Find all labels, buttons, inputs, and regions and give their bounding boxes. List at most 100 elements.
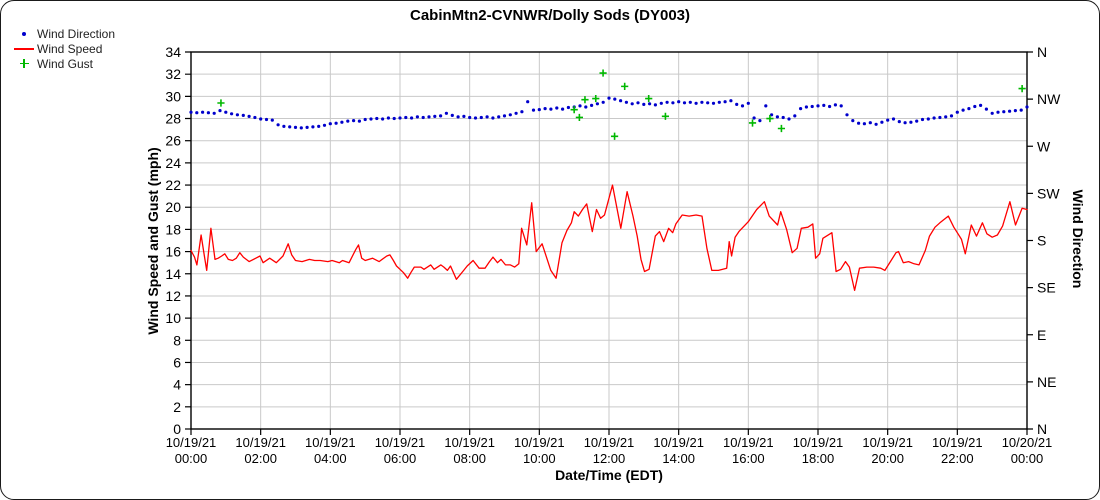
wind-direction-point bbox=[613, 97, 617, 101]
x-tick-time-label: 16:00 bbox=[732, 451, 765, 466]
wind-direction-point bbox=[293, 125, 298, 129]
wind-direction-point bbox=[357, 119, 361, 123]
wind-direction-point bbox=[520, 110, 524, 114]
wind-direction-point bbox=[694, 101, 698, 105]
wind-direction-point bbox=[973, 104, 977, 109]
wind-direction-point bbox=[903, 121, 907, 125]
wind-direction-point bbox=[984, 107, 989, 111]
wind-direction-point bbox=[862, 122, 867, 126]
wind-direction-point bbox=[868, 121, 872, 125]
wind-direction-point bbox=[206, 111, 210, 115]
y-tick-label: 6 bbox=[173, 354, 181, 370]
wind-direction-point bbox=[682, 101, 687, 105]
wind-direction-point bbox=[729, 99, 733, 103]
wind-direction-point bbox=[259, 117, 263, 121]
wind-gust-marker bbox=[1018, 84, 1026, 93]
wind-direction-point bbox=[648, 102, 652, 106]
wind-direction-point bbox=[549, 107, 553, 111]
wind-direction-point bbox=[619, 99, 623, 103]
x-tick-time-label: 22:00 bbox=[941, 451, 974, 466]
wind-direction-point bbox=[688, 100, 692, 104]
wind-direction-point bbox=[961, 108, 965, 112]
wind-direction-point bbox=[410, 116, 414, 120]
x-tick-date-label: 10/20/21 bbox=[1002, 435, 1053, 450]
wind-direction-point bbox=[897, 120, 901, 124]
wind-direction-point bbox=[642, 102, 646, 106]
wind-direction-point bbox=[932, 116, 936, 120]
wind-direction-point bbox=[1008, 109, 1012, 113]
wind-direction-point bbox=[909, 120, 913, 124]
x-tick-time-label: 00:00 bbox=[1011, 451, 1044, 466]
wind-direction-point bbox=[677, 100, 681, 104]
wind-direction-point bbox=[276, 123, 280, 127]
wind-direction-point bbox=[468, 115, 472, 120]
right-tick-label: NE bbox=[1037, 374, 1056, 390]
wind-direction-point bbox=[311, 125, 315, 129]
y-tick-label: 12 bbox=[165, 288, 181, 304]
wind-direction-point bbox=[514, 111, 518, 115]
x-tick-date-label: 10/19/21 bbox=[653, 435, 704, 450]
wind-direction-point bbox=[381, 117, 385, 121]
x-tick-date-label: 10/19/21 bbox=[793, 435, 844, 450]
wind-direction-point bbox=[537, 108, 541, 112]
wind-direction-point bbox=[566, 105, 571, 110]
x-tick-time-label: 04:00 bbox=[314, 451, 347, 466]
wind-direction-point bbox=[288, 125, 292, 129]
wind-direction-point bbox=[816, 104, 820, 108]
x-tick-date-label: 10/19/21 bbox=[862, 435, 913, 450]
wind-direction-point bbox=[508, 113, 512, 117]
wind-direction-point bbox=[230, 112, 234, 116]
wind-direction-point bbox=[949, 114, 954, 118]
wind-gust-marker bbox=[777, 124, 786, 133]
wind-direction-point bbox=[775, 115, 780, 119]
y-tick-label: 0 bbox=[173, 421, 181, 437]
wind-direction-point bbox=[253, 115, 257, 120]
wind-gust-marker bbox=[570, 106, 578, 114]
wind-direction-point bbox=[369, 117, 373, 121]
wind-gust-marker bbox=[661, 112, 670, 120]
wind-direction-point bbox=[804, 105, 809, 109]
wind-direction-point bbox=[717, 100, 721, 104]
y-tick-label: 24 bbox=[165, 155, 181, 171]
wind-direction-point bbox=[322, 123, 327, 127]
wind-direction-point bbox=[851, 119, 855, 123]
wind-gust-marker bbox=[599, 69, 607, 77]
wind-direction-point bbox=[218, 109, 222, 113]
right-tick-label: N bbox=[1037, 421, 1047, 437]
wind-direction-point bbox=[201, 110, 205, 114]
wind-direction-point bbox=[363, 117, 367, 122]
wind-direction-point bbox=[444, 111, 448, 115]
wind-direction-point bbox=[706, 101, 710, 105]
wind-speed-line-icon bbox=[11, 47, 37, 50]
wind-direction-point bbox=[740, 104, 745, 108]
wind-direction-point bbox=[462, 114, 466, 118]
wind-direction-point bbox=[561, 107, 565, 111]
wind-direction-point bbox=[920, 117, 925, 122]
wind-direction-point bbox=[944, 115, 948, 119]
wind-direction-point bbox=[386, 116, 390, 120]
wind-direction-point bbox=[880, 120, 884, 124]
wind-direction-point bbox=[352, 119, 356, 123]
wind-direction-point bbox=[810, 104, 814, 109]
chart-title: CabinMtn2-CVNWR/Dolly Sods (DY003) bbox=[409, 7, 691, 24]
wind-direction-point bbox=[1025, 105, 1029, 109]
x-tick-time-label: 10:00 bbox=[523, 451, 556, 466]
wind-direction-point bbox=[624, 100, 629, 104]
x-tick-time-label: 18:00 bbox=[802, 451, 835, 466]
wind-direction-point bbox=[955, 110, 959, 114]
wind-direction-point bbox=[502, 114, 507, 118]
wind-direction-point bbox=[270, 118, 274, 122]
wind-direction-point bbox=[305, 125, 309, 129]
y-tick-label: 28 bbox=[165, 111, 181, 127]
y-tick-label: 34 bbox=[165, 44, 181, 60]
wind-direction-point bbox=[1002, 110, 1006, 114]
wind-direction-point bbox=[555, 106, 559, 110]
y-tick-label: 30 bbox=[165, 88, 181, 104]
wind-direction-point bbox=[891, 117, 896, 121]
wind-direction-point bbox=[404, 115, 408, 120]
wind-direction-point bbox=[1019, 108, 1023, 112]
wind-direction-point bbox=[590, 103, 594, 107]
wind-direction-point bbox=[770, 113, 774, 117]
wind-direction-point bbox=[886, 118, 890, 122]
wind-gust-marker bbox=[645, 94, 653, 103]
